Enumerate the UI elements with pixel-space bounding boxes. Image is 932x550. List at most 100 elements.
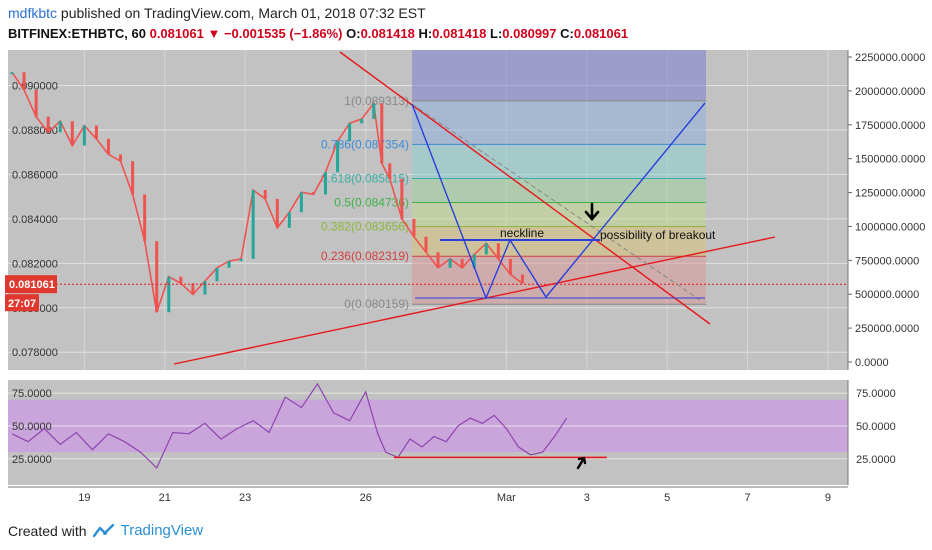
time-axis-bg (0, 487, 932, 505)
arrow-down-icon (584, 202, 600, 221)
time-tick-label: 3 (584, 492, 590, 504)
symbol-label: BITFINEX:ETHBTC, 60 (8, 26, 146, 41)
price-series-line (11, 71, 523, 313)
published-text: published on TradingView.com, March 01, … (60, 5, 426, 21)
volume-tick-label: 1000000.0000 (855, 221, 925, 233)
rsi-tick-label-left: 25.0000 (12, 454, 52, 466)
price-axis-bg (848, 50, 932, 370)
time-tick-label: Mar (497, 492, 516, 504)
volume-tick-label: 750000.0000 (855, 255, 919, 267)
volume-tick-label: 1750000.0000 (855, 120, 925, 132)
price-tick-label: 0.086000 (12, 169, 58, 181)
price-candle (400, 178, 404, 219)
high-label: H: (418, 26, 433, 41)
symbol-header: BITFINEX:ETHBTC, 60 0.081061 ▼ −0.001535… (8, 26, 628, 41)
rsi-tick-label-right: 25.0000 (856, 454, 896, 466)
countdown-badge-label: 27:07 (8, 298, 36, 310)
fib-zone (412, 178, 706, 203)
fib-zone (412, 202, 706, 227)
low-label: L: (490, 26, 503, 41)
last-price: 0.081061 (149, 26, 204, 41)
price-tick-label: 0.084000 (12, 214, 58, 226)
price-candle (460, 258, 464, 268)
last-price-badge-label: 0.081061 (9, 279, 55, 291)
price-candle (215, 267, 219, 282)
price-candle (380, 103, 384, 164)
volume-tick-label: 2000000.0000 (855, 86, 925, 98)
price-candle (287, 212, 291, 228)
price-candle (46, 116, 50, 133)
price-candle (388, 163, 392, 179)
price-candle (448, 258, 452, 268)
rsi-line (11, 382, 568, 469)
price-chart[interactable]: 0.0900000.0880000.0860000.0840000.082000… (0, 50, 932, 520)
price-tick-label: 0.088000 (12, 125, 58, 137)
down-arrow-icon: ▼ (207, 26, 221, 41)
volume-tick-label: 1250000.0000 (855, 188, 925, 200)
price-candle (496, 243, 500, 259)
price-candle (191, 283, 195, 295)
price-candle (336, 141, 340, 173)
price-candle (167, 276, 171, 313)
footer: Created with TradingView (8, 522, 203, 539)
price-candle (155, 241, 159, 313)
price-candle (34, 90, 38, 117)
time-tick-label: 7 (744, 492, 750, 504)
volume-tick-label: 500000.0000 (855, 289, 919, 301)
price-candle (275, 198, 279, 228)
fib-zone (412, 144, 706, 179)
price-candle (311, 192, 315, 195)
time-tick-label: 19 (78, 492, 90, 504)
price-candle (203, 281, 207, 295)
price-candle (239, 258, 243, 262)
price-candle (179, 276, 183, 284)
publish-header: mdfkbtc published on TradingView.com, Ma… (8, 5, 426, 21)
price-candle (251, 190, 255, 259)
countdown-badge (5, 294, 39, 312)
neckline-label: neckline (500, 226, 544, 240)
breakout-label: possibility of breakout (600, 228, 716, 242)
price-candle (22, 72, 26, 90)
fib-level-label: 0.618(0.085815) (321, 172, 409, 186)
fib-top-zone (412, 50, 706, 101)
price-change: −0.001535 (−1.86%) (223, 26, 343, 41)
author-link[interactable]: mdfkbtc (8, 5, 58, 21)
price-candle (436, 252, 440, 268)
price-candle (520, 274, 524, 284)
fib-level-label: 0.382(0.083656) (321, 220, 409, 234)
time-tick-label: 9 (825, 492, 831, 504)
dashed-projection-line (411, 103, 701, 301)
fib-level-label: 0(0.080159) (344, 297, 409, 311)
low-value: 0.080997 (502, 26, 557, 41)
price-tick-label: 0.078000 (12, 347, 58, 359)
price-candle (263, 190, 267, 199)
price-candle (412, 218, 416, 237)
rsi-tick-label-right: 75.0000 (856, 388, 896, 400)
rsi-tick-label-right: 50.0000 (856, 421, 896, 433)
fib-level-label: 0.786(0.087354) (321, 137, 409, 151)
price-candle (143, 194, 147, 242)
price-candle (227, 261, 231, 268)
price-candle (348, 123, 352, 142)
rsi-tick-label-left: 75.0000 (12, 388, 52, 400)
price-candle (131, 161, 135, 195)
tradingview-logo-icon (92, 523, 114, 537)
fib-level-label: 0.5(0.084736) (334, 196, 409, 210)
last-price-badge (5, 275, 57, 294)
tradingview-link[interactable]: TradingView (120, 522, 204, 539)
volume-tick-label: 0.0000 (855, 357, 889, 369)
time-tick-label: 5 (664, 492, 670, 504)
price-tick-label: 0.082000 (12, 258, 58, 270)
price-candle (82, 125, 86, 146)
price-candle (472, 254, 476, 268)
high-value: 0.081418 (432, 26, 487, 41)
rsi-tick-label-left: 50.0000 (12, 421, 52, 433)
volume-tick-label: 250000.0000 (855, 323, 919, 335)
close-label: C: (560, 26, 574, 41)
price-candle (508, 258, 512, 275)
time-tick-label: 21 (159, 492, 171, 504)
volume-tick-label: 1500000.0000 (855, 154, 925, 166)
ascending-trendline (173, 236, 776, 365)
price-candle (372, 103, 376, 119)
open-label: O: (346, 26, 361, 41)
